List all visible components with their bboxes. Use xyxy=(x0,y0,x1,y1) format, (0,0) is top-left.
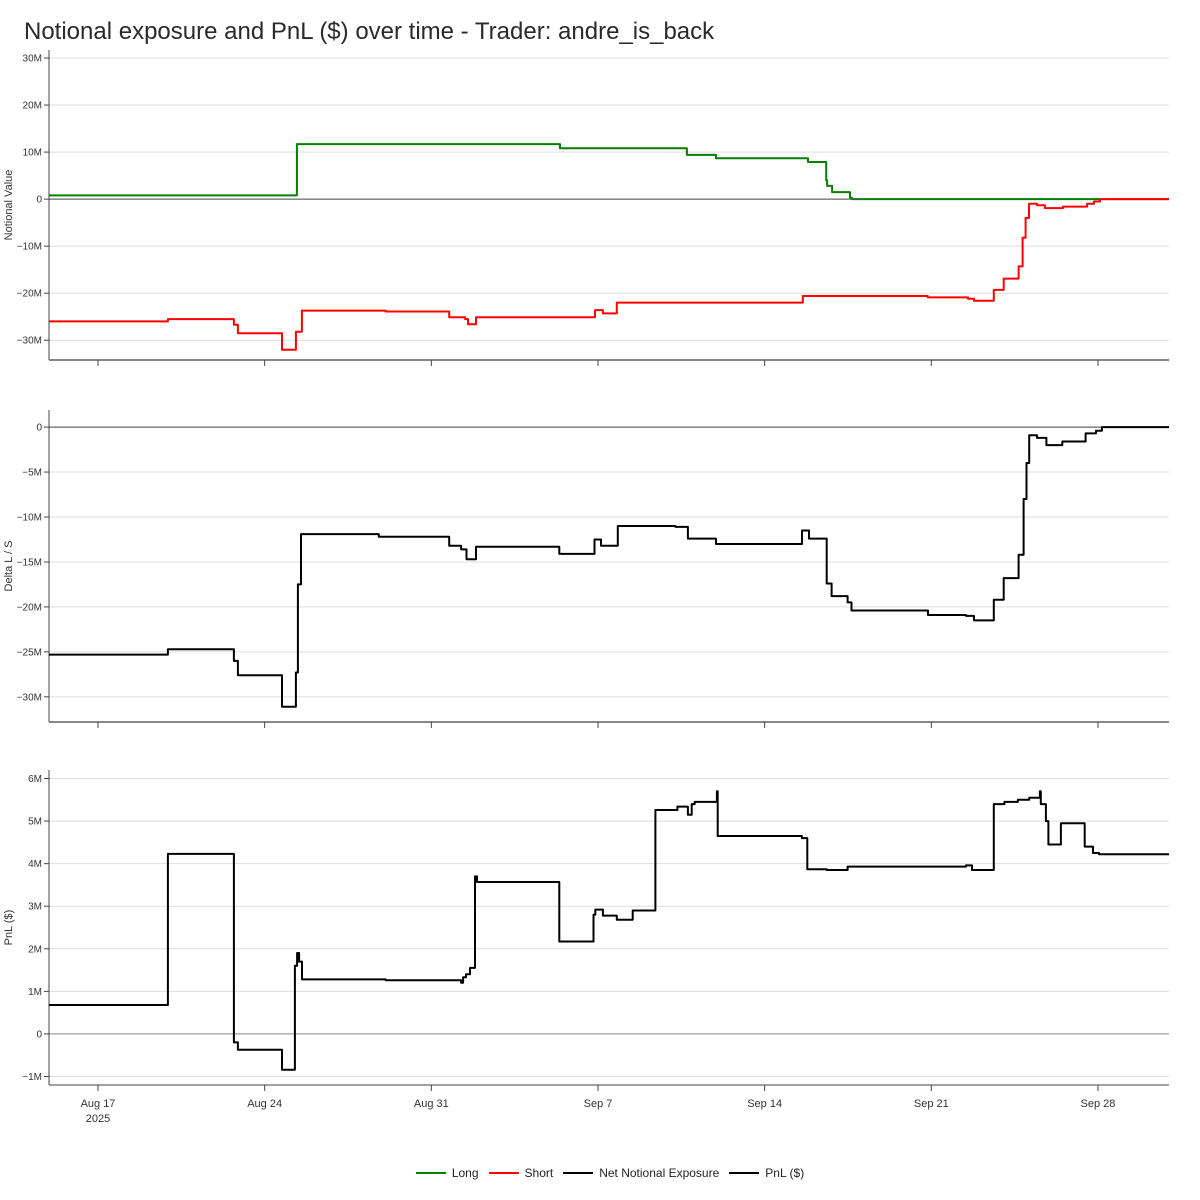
x-tick-label: Aug 24 xyxy=(247,1098,282,1110)
y-tick-label: 10M xyxy=(23,148,42,159)
legend-item-short[interactable]: Short xyxy=(488,1166,554,1180)
y-tick-label: −30M xyxy=(17,336,42,347)
y-tick-label: −10M xyxy=(17,242,42,253)
y-tick-label: 30M xyxy=(23,53,42,64)
legend-item-net[interactable]: Net Notional Exposure xyxy=(563,1166,719,1180)
y-tick-label: −5M xyxy=(22,468,42,479)
panel-3: 6M 5M 4M 3M 2M 1M 0 −1M Aug 17 2025 Aug 24 Aug 31 Se… xyxy=(3,770,1169,1125)
y-tick-label: −15M xyxy=(17,557,42,568)
legend-swatch-long xyxy=(415,1172,446,1174)
y-axis-label: Delta L / S xyxy=(3,541,15,592)
y-tick-label: −10M xyxy=(17,512,42,523)
x-tick-sublabel: 2025 xyxy=(86,1113,110,1125)
y-tick-label: −1M xyxy=(22,1072,42,1083)
x-tick-label: Sep 14 xyxy=(747,1098,782,1110)
legend-label-short: Short xyxy=(524,1166,554,1180)
y-tick-label: −20M xyxy=(17,289,42,300)
legend-swatch-short xyxy=(488,1172,519,1174)
legend-label-pnl: PnL ($) xyxy=(765,1166,805,1180)
chart-title: Notional exposure and PnL ($) over time … xyxy=(24,18,715,45)
y-tick-label: 1M xyxy=(28,987,42,998)
y-tick-label: 0 xyxy=(36,195,42,206)
series-line-short xyxy=(49,198,1169,351)
x-tick-label: Sep 7 xyxy=(584,1098,613,1110)
x-tick-label: Sep 21 xyxy=(914,1098,949,1110)
legend-swatch-pnl xyxy=(729,1172,760,1174)
x-tick-label: Aug 17 xyxy=(81,1098,116,1110)
panel-2: 0 −5M −10M −15M −20M −25M −30M Delta L / S xyxy=(3,410,1169,728)
y-axis-label: PnL ($) xyxy=(3,910,15,946)
chart-canvas: 30M 20M 10M 0 −10M −20M −30M Notional Value 0 −5M… xyxy=(3,50,1169,1125)
legend-swatch-net xyxy=(563,1172,594,1174)
y-tick-label: 2M xyxy=(28,944,42,955)
y-axis-label: Notional Value xyxy=(3,170,15,241)
legend-item-long[interactable]: Long xyxy=(415,1166,479,1180)
series-line-pnl xyxy=(49,790,1169,1071)
y-tick-label: 0 xyxy=(36,423,42,434)
series-line-net-notional-exposure xyxy=(49,426,1169,708)
y-tick-label: 20M xyxy=(23,101,42,112)
y-tick-label: −25M xyxy=(17,647,42,658)
y-tick-label: 5M xyxy=(28,817,42,828)
y-tick-label: 4M xyxy=(28,859,42,870)
y-tick-label: −20M xyxy=(17,602,42,613)
y-tick-label: 0 xyxy=(36,1029,42,1040)
y-tick-label: −30M xyxy=(17,692,42,703)
x-tick-label: Aug 31 xyxy=(414,1098,449,1110)
legend-item-pnl[interactable]: PnL ($) xyxy=(729,1166,804,1180)
y-tick-label: 6M xyxy=(28,774,42,785)
x-tick-label: Sep 28 xyxy=(1081,1098,1116,1110)
legend-label-net: Net Notional Exposure xyxy=(599,1166,720,1180)
legend-label-long: Long xyxy=(451,1166,479,1180)
legend: Long Short Net Notional Exposure PnL ($) xyxy=(0,1166,1200,1180)
y-tick-label: 3M xyxy=(28,902,42,913)
series-line-long xyxy=(49,143,1169,201)
panel-1: 30M 20M 10M 0 −10M −20M −30M Notional Value xyxy=(3,50,1169,366)
